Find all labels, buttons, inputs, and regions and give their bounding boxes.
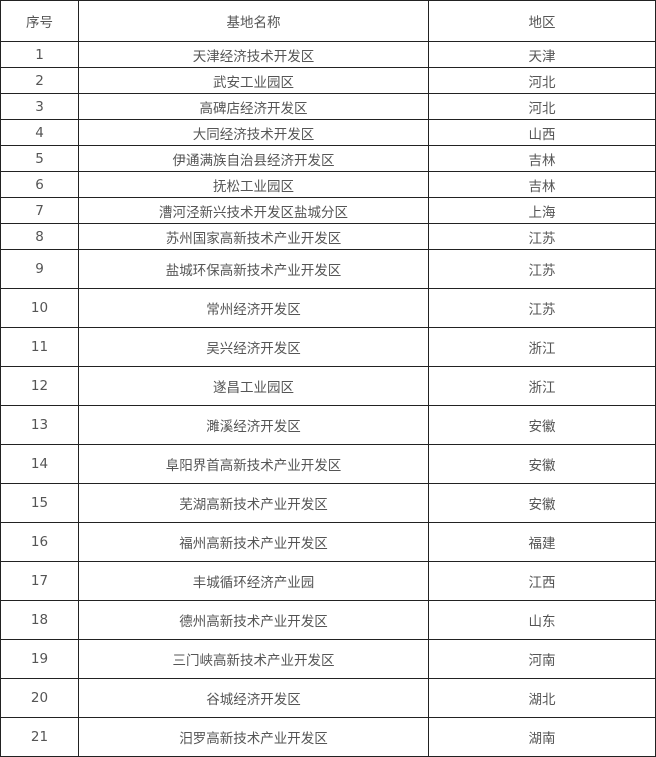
table-row: 10 常州经济开发区 江苏 — [0, 288, 656, 328]
table-row: 20 谷城经济开发区 湖北 — [0, 678, 656, 718]
cell-base-name: 遂昌工业园区 — [78, 366, 429, 406]
cell-index: 16 — [0, 522, 79, 562]
cell-region: 浙江 — [428, 327, 656, 367]
cell-region: 河南 — [428, 639, 656, 679]
cell-index: 8 — [0, 223, 79, 250]
cell-base-name: 福州高新技术产业开发区 — [78, 522, 429, 562]
table-row: 14 阜阳界首高新技术产业开发区 安徽 — [0, 444, 656, 484]
cell-index: 14 — [0, 444, 79, 484]
cell-base-name: 常州经济开发区 — [78, 288, 429, 328]
cell-region: 安徽 — [428, 483, 656, 523]
cell-index: 21 — [0, 717, 79, 757]
cell-base-name: 吴兴经济开发区 — [78, 327, 429, 367]
table-row: 8 苏州国家高新技术产业开发区 江苏 — [0, 223, 656, 250]
cell-base-name: 阜阳界首高新技术产业开发区 — [78, 444, 429, 484]
cell-index: 9 — [0, 249, 79, 289]
cell-region: 安徽 — [428, 405, 656, 445]
cell-region: 吉林 — [428, 171, 656, 198]
cell-index: 3 — [0, 93, 79, 120]
cell-index: 6 — [0, 171, 79, 198]
cell-base-name: 高碑店经济开发区 — [78, 93, 429, 120]
cell-base-name: 苏州国家高新技术产业开发区 — [78, 223, 429, 250]
cell-base-name: 谷城经济开发区 — [78, 678, 429, 718]
cell-base-name: 芜湖高新技术产业开发区 — [78, 483, 429, 523]
table-row: 15 芜湖高新技术产业开发区 安徽 — [0, 483, 656, 523]
table-row: 3 高碑店经济开发区 河北 — [0, 93, 656, 120]
cell-base-name: 三门峡高新技术产业开发区 — [78, 639, 429, 679]
table-row: 6 抚松工业园区 吉林 — [0, 171, 656, 198]
cell-base-name: 伊通满族自治县经济开发区 — [78, 145, 429, 172]
table-row: 7 漕河泾新兴技术开发区盐城分区 上海 — [0, 197, 656, 224]
header-index: 序号 — [0, 0, 79, 42]
header-region: 地区 — [428, 0, 656, 42]
table-row: 21 汨罗高新技术产业开发区 湖南 — [0, 717, 656, 757]
table-header-row: 序号 基地名称 地区 — [0, 0, 656, 42]
cell-region: 河北 — [428, 93, 656, 120]
cell-index: 7 — [0, 197, 79, 224]
cell-base-name: 武安工业园区 — [78, 67, 429, 94]
cell-base-name: 盐城环保高新技术产业开发区 — [78, 249, 429, 289]
table-row: 9 盐城环保高新技术产业开发区 江苏 — [0, 249, 656, 289]
cell-index: 1 — [0, 41, 79, 68]
cell-index: 2 — [0, 67, 79, 94]
cell-index: 15 — [0, 483, 79, 523]
cell-region: 湖南 — [428, 717, 656, 757]
table-row: 18 德州高新技术产业开发区 山东 — [0, 600, 656, 640]
table-row: 5 伊通满族自治县经济开发区 吉林 — [0, 145, 656, 172]
cell-index: 12 — [0, 366, 79, 406]
cell-index: 20 — [0, 678, 79, 718]
table-row: 13 濉溪经济开发区 安徽 — [0, 405, 656, 445]
cell-region: 安徽 — [428, 444, 656, 484]
cell-base-name: 抚松工业园区 — [78, 171, 429, 198]
header-base-name: 基地名称 — [78, 0, 429, 42]
cell-region: 江西 — [428, 561, 656, 601]
cell-region: 上海 — [428, 197, 656, 224]
cell-index: 11 — [0, 327, 79, 367]
table-row: 4 大同经济技术开发区 山西 — [0, 119, 656, 146]
cell-region: 福建 — [428, 522, 656, 562]
cell-region: 天津 — [428, 41, 656, 68]
cell-base-name: 大同经济技术开发区 — [78, 119, 429, 146]
table-row: 17 丰城循环经济产业园 江西 — [0, 561, 656, 601]
cell-base-name: 丰城循环经济产业园 — [78, 561, 429, 601]
cell-region: 河北 — [428, 67, 656, 94]
cell-base-name: 濉溪经济开发区 — [78, 405, 429, 445]
table-row: 2 武安工业园区 河北 — [0, 67, 656, 94]
cell-index: 17 — [0, 561, 79, 601]
table-row: 19 三门峡高新技术产业开发区 河南 — [0, 639, 656, 679]
cell-region: 江苏 — [428, 223, 656, 250]
cell-base-name: 德州高新技术产业开发区 — [78, 600, 429, 640]
cell-region: 江苏 — [428, 288, 656, 328]
cell-region: 湖北 — [428, 678, 656, 718]
cell-index: 19 — [0, 639, 79, 679]
cell-region: 浙江 — [428, 366, 656, 406]
cell-region: 江苏 — [428, 249, 656, 289]
cell-base-name: 天津经济技术开发区 — [78, 41, 429, 68]
cell-base-name: 漕河泾新兴技术开发区盐城分区 — [78, 197, 429, 224]
cell-region: 山西 — [428, 119, 656, 146]
cell-region: 山东 — [428, 600, 656, 640]
cell-index: 13 — [0, 405, 79, 445]
table-row: 16 福州高新技术产业开发区 福建 — [0, 522, 656, 562]
table-row: 11 吴兴经济开发区 浙江 — [0, 327, 656, 367]
table-row: 1 天津经济技术开发区 天津 — [0, 41, 656, 68]
cell-region: 吉林 — [428, 145, 656, 172]
cell-index: 18 — [0, 600, 79, 640]
cell-index: 10 — [0, 288, 79, 328]
cell-index: 5 — [0, 145, 79, 172]
cell-index: 4 — [0, 119, 79, 146]
cell-base-name: 汨罗高新技术产业开发区 — [78, 717, 429, 757]
table-row: 12 遂昌工业园区 浙江 — [0, 366, 656, 406]
